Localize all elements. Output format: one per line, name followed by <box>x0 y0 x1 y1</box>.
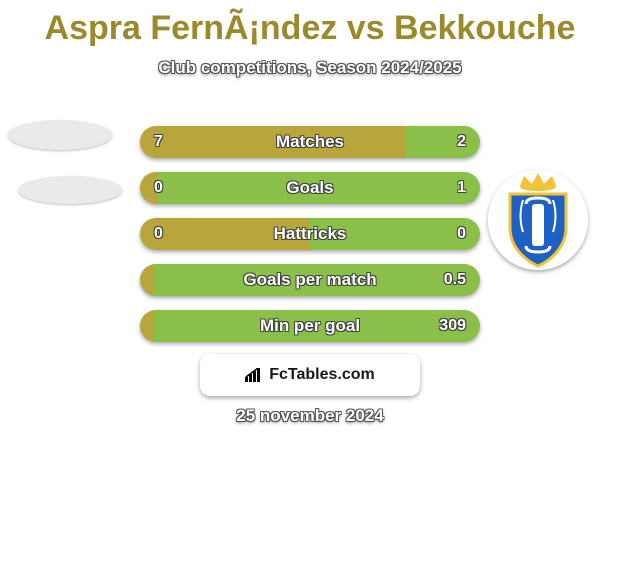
subtitle: Club competitions, Season 2024/2025 <box>0 58 620 78</box>
stat-row: 01Goals <box>0 166 620 212</box>
stat-label: Matches <box>140 126 480 158</box>
page-title: Aspra FernÃ¡ndez vs Bekkouche <box>0 0 620 50</box>
stat-bar: 0.5Goals per match <box>140 264 480 296</box>
bar-chart-icon <box>245 368 263 382</box>
stat-bar: 72Matches <box>140 126 480 158</box>
date-label: 25 november 2024 <box>0 406 620 426</box>
stat-row: 72Matches <box>0 120 620 166</box>
stat-row: 309Min per goal <box>0 304 620 350</box>
stat-bar: 01Goals <box>140 172 480 204</box>
attribution-box[interactable]: FcTables.com <box>200 354 420 396</box>
stat-row: 00Hattricks <box>0 212 620 258</box>
stat-bar: 00Hattricks <box>140 218 480 250</box>
comparison-bars: 72Matches 01Goals 00Hattricks 0.5Goals per … <box>0 120 620 350</box>
stat-label: Goals <box>140 172 480 204</box>
stat-bar: 309Min per goal <box>140 310 480 342</box>
comparison-widget: Aspra FernÃ¡ndez vs Bekkouche Club compe… <box>0 0 620 580</box>
attribution-label: FcTables.com <box>269 366 375 384</box>
stat-row: 0.5Goals per match <box>0 258 620 304</box>
stat-label: Goals per match <box>140 264 480 296</box>
stat-label: Min per goal <box>140 310 480 342</box>
stat-label: Hattricks <box>140 218 480 250</box>
